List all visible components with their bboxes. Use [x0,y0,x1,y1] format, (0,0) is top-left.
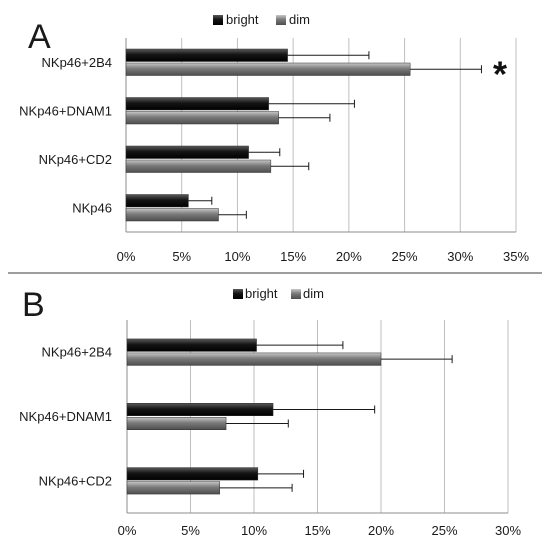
x-tick-label: 25% [392,249,418,264]
bar-bright [125,48,288,62]
category-label: NKp46+2B4 [42,345,112,360]
x-tick-label: 15% [304,523,330,538]
bar-bright [126,338,257,352]
panel-a-legend: bright dim [213,12,310,27]
x-tick-label: 0% [118,523,137,538]
category-label: NKp46 [72,200,112,215]
x-tick-label: 30% [447,249,473,264]
x-tick-label: 5% [172,249,191,264]
bar-bright [125,194,189,208]
x-tick-label: 35% [503,249,529,264]
legend-swatch-bright [233,289,243,299]
panel-a-plot: 0% 5% 10% 15% 20% 25% 30% 35% NKp46+2B4 NKp46+DNA… [19,38,529,264]
bar-dim [126,352,382,366]
bar-dim [125,208,219,222]
panel-a-label: A [28,18,51,56]
category-label: NKp46+CD2 [39,152,112,167]
legend-swatch-dim [291,289,301,299]
panel-a: A bright dim 0% 5% 10% 15% 20% 25% 30% 35% NKp46… [19,12,529,264]
bar-bright [125,97,269,111]
x-tick-label: 25% [431,523,457,538]
bar-dim [125,62,411,76]
panel-b-legend: bright dim [233,286,324,301]
bar-dim [125,159,272,173]
legend-swatch-bright [213,15,223,25]
category-label: NKp46+2B4 [42,55,112,70]
bar-bright [126,467,259,481]
category-label: NKp46+DNAM1 [19,409,112,424]
x-tick-label: 20% [368,523,394,538]
x-tick-label: 5% [181,523,200,538]
x-tick-label: 0% [117,249,136,264]
legend-swatch-dim [276,15,286,25]
bar-bright [126,403,274,416]
legend-label-bright: bright [226,12,259,27]
x-tick-label: 10% [224,249,250,264]
panel-b: B bright dim 0% 5% 10% 15% 20% 25% 30% NKp46+2B… [19,286,521,538]
category-label: NKp46+DNAM1 [19,103,112,118]
x-tick-label: 15% [280,249,306,264]
x-tick-label: 30% [495,523,521,538]
bar-dim [126,481,220,495]
bar-dim [125,111,279,125]
legend-label-bright: bright [245,286,278,301]
bar-dim [126,417,227,430]
x-tick-label: 20% [336,249,362,264]
legend-label-dim: dim [289,12,310,27]
bar-bright [125,145,249,159]
significance-marker: * [493,53,507,94]
panel-b-label: B [22,286,45,324]
panel-b-plot: 0% 5% 10% 15% 20% 25% 30% NKp46+2B4 NKp46+DNAM1 N… [19,320,521,538]
x-tick-label: 10% [241,523,267,538]
category-label: NKp46+CD2 [39,473,112,488]
legend-label-dim: dim [303,286,324,301]
